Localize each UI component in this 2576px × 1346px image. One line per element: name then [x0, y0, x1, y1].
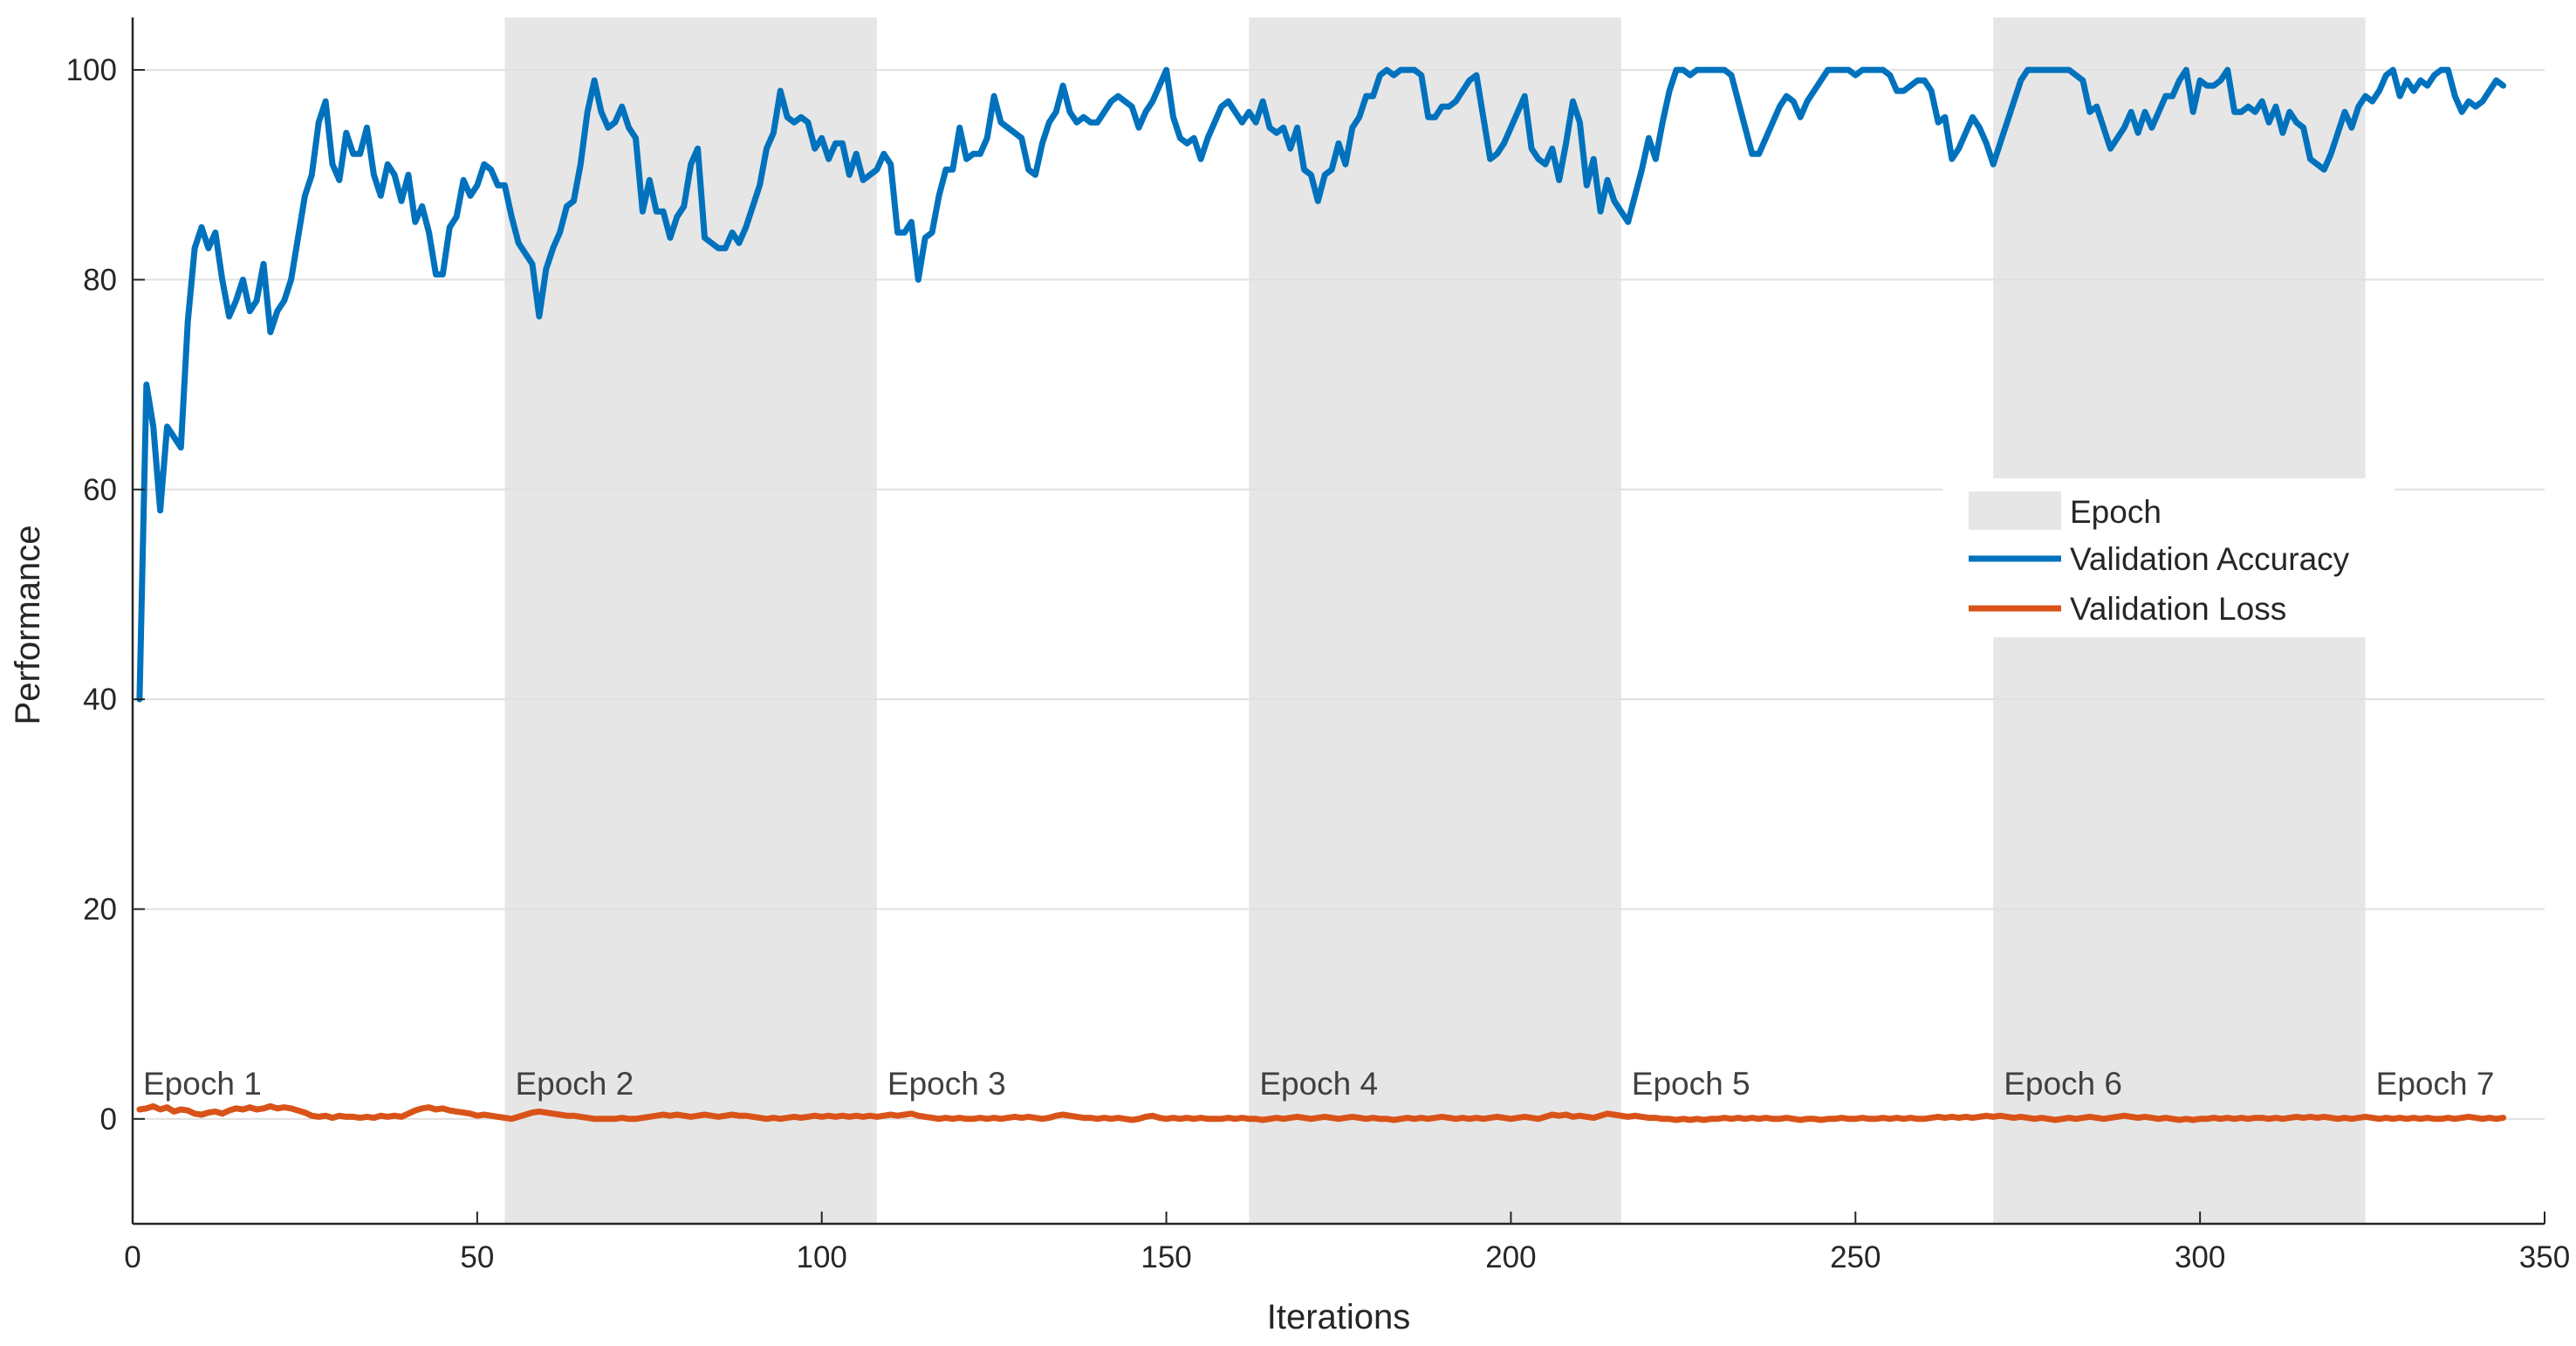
epoch-label-5: Epoch 5	[1632, 1066, 1750, 1102]
x-tick-labels: 0 50 100 150 200 250 300 350	[124, 1240, 2570, 1274]
x-axis-label: Iterations	[1267, 1298, 1411, 1336]
legend: Epoch Validation Accuracy Validation Los…	[1942, 478, 2394, 637]
x-tick-label-200: 200	[1485, 1240, 1536, 1274]
legend-loss-label: Validation Loss	[2070, 591, 2286, 627]
x-tick-label-250: 250	[1830, 1240, 1881, 1274]
epoch-band-2	[504, 17, 877, 1224]
epoch-label-3: Epoch 3	[887, 1066, 1006, 1102]
x-tick-label-100: 100	[797, 1240, 847, 1274]
x-tick-label-350: 350	[2519, 1240, 2570, 1274]
legend-epoch-swatch	[1969, 491, 2061, 530]
y-tick-label-20: 20	[83, 892, 117, 926]
y-axis-label: Performance	[9, 525, 47, 725]
y-tick-label-80: 80	[83, 263, 117, 297]
series-lines	[136, 66, 2507, 1123]
x-tick-label-300: 300	[2175, 1240, 2225, 1274]
epoch-label-6: Epoch 6	[2004, 1066, 2122, 1102]
epoch-label-1: Epoch 1	[143, 1066, 262, 1102]
epoch-label-7: Epoch 7	[2376, 1066, 2495, 1102]
validation-accuracy-line	[136, 66, 2507, 703]
y-tick-label-100: 100	[66, 53, 117, 87]
epoch-label-2: Epoch 2	[515, 1066, 634, 1102]
y-tick-label-0: 0	[100, 1102, 117, 1137]
x-tick-label-150: 150	[1141, 1240, 1191, 1274]
epoch-bands	[504, 17, 2366, 1224]
legend-accuracy-label: Validation Accuracy	[2070, 541, 2350, 577]
x-tick-label-50: 50	[460, 1240, 494, 1274]
y-tick-labels: 0 20 40 60 80 100	[66, 53, 117, 1137]
x-tick-label-0: 0	[124, 1240, 140, 1274]
epoch-labels: Epoch 1 Epoch 2 Epoch 3 Epoch 4 Epoch 5 Epoch…	[143, 1066, 2494, 1102]
y-tick-label-40: 40	[83, 683, 117, 717]
y-tick-label-60: 60	[83, 473, 117, 507]
validation-loss-line	[136, 1102, 2507, 1123]
legend-epoch-label: Epoch	[2070, 494, 2162, 530]
epoch-band-4	[1249, 17, 1621, 1224]
axes	[131, 17, 2545, 1226]
epoch-label-4: Epoch 4	[1259, 1066, 1378, 1102]
